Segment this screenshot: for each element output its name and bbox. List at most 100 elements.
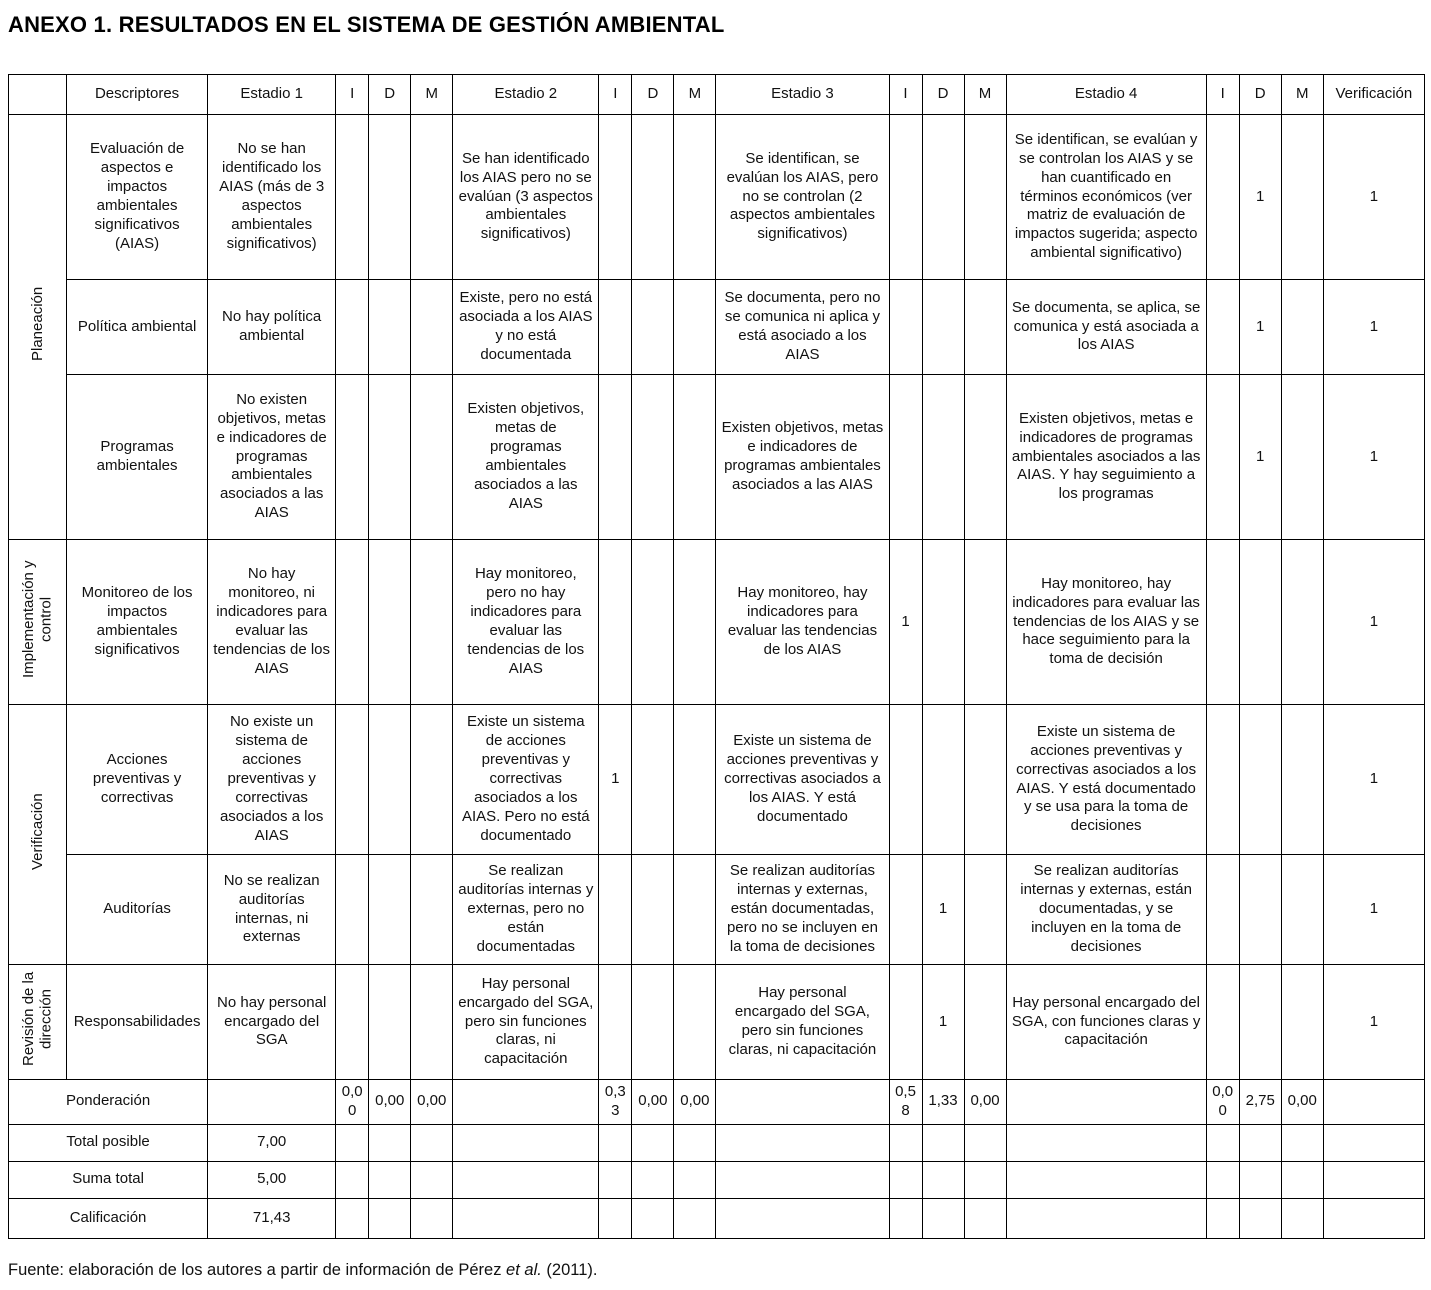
footer-label: Ponderación	[7, 1079, 209, 1125]
estadio4-cell: Existen objetivos, metas e indicadores d…	[1005, 374, 1207, 540]
ponderacion-value: 0,00	[673, 1079, 717, 1125]
score-cell-d	[631, 279, 675, 375]
verificacion-cell: 1	[1322, 279, 1426, 375]
score-cell-m	[410, 854, 454, 965]
score-cell-d	[631, 539, 675, 705]
footer-empty-cell	[888, 1123, 923, 1162]
header-estadio1: Estadio 1	[207, 74, 337, 115]
header-m2: M	[673, 74, 717, 115]
score-cell-m	[410, 374, 454, 540]
score-cell-d	[368, 964, 412, 1080]
ponderacion-value: 0,00	[631, 1079, 675, 1125]
score-cell-m	[1280, 114, 1324, 280]
ponderacion-row: Ponderación 0,00 0,00 0,00 0,33 0,00 0,0…	[7, 1079, 1426, 1125]
table-row: Auditorías No se realizan auditorías int…	[9, 854, 1426, 965]
source-note: Fuente: elaboración de los autores a par…	[8, 1261, 1424, 1280]
estadio4-cell: Hay monitoreo, hay indicadores para eval…	[1005, 539, 1207, 705]
estadio2-cell: Hay monitoreo, pero no hay indicadores p…	[452, 539, 600, 705]
table-row: Verificación Acciones preventivas y corr…	[7, 704, 1426, 965]
score-cell-m	[1280, 854, 1324, 965]
estadio1-cell: No hay política ambiental	[207, 279, 337, 375]
footer-empty-cell	[921, 1123, 965, 1162]
estadio3-cell: Hay monitoreo, hay indicadores para eval…	[715, 539, 890, 705]
score-cell-i	[888, 964, 923, 1080]
score-cell-m	[410, 964, 454, 1080]
ponderacion-value: 2,75	[1238, 1079, 1282, 1125]
estadio4-cell: Se realizan auditorías internas y extern…	[1005, 854, 1207, 965]
header-i3: I	[888, 74, 923, 115]
header-estadio4: Estadio 4	[1005, 74, 1207, 115]
estadio1-cell: No hay monitoreo, ni indicadores para ev…	[207, 539, 337, 705]
footer-empty-cell	[598, 1123, 633, 1162]
header-d2: D	[631, 74, 675, 115]
score-cell-m	[963, 114, 1007, 280]
footer-empty-cell	[888, 1160, 923, 1199]
score-cell-d	[631, 964, 675, 1080]
table-row: Planeación Evaluación de aspectos e impa…	[7, 114, 1426, 540]
score-cell-d	[631, 114, 675, 280]
score-cell-m	[1280, 374, 1324, 540]
score-cell-i	[598, 279, 633, 375]
score-cell-i	[598, 539, 633, 705]
header-d1: D	[368, 74, 412, 115]
table-row: Revisión de la dirección Responsabilidad…	[7, 964, 1426, 1080]
header-estadio3: Estadio 3	[715, 74, 890, 115]
footer-empty-cell	[1238, 1160, 1282, 1199]
score-cell-m	[673, 279, 717, 375]
ponderacion-value: 0,58	[888, 1079, 923, 1125]
ponderacion-value: 1,33	[921, 1079, 965, 1125]
estadio4-cell: Se documenta, se aplica, se comunica y e…	[1005, 279, 1207, 375]
estadio2-cell: Existen objetivos, metas de programas am…	[452, 374, 600, 540]
header-d4: D	[1238, 74, 1282, 115]
score-cell-d	[368, 279, 412, 375]
score-cell-d	[368, 854, 412, 965]
score-cell-i	[598, 964, 633, 1080]
descriptor-cell: Política ambiental	[66, 279, 209, 375]
score-cell-i: 1	[598, 704, 633, 855]
estadio1-cell: No se realizan auditorías internas, ni e…	[207, 854, 337, 965]
total-posible-value: 7,00	[207, 1123, 337, 1162]
estadio3-cell: Se realizan auditorías internas y extern…	[715, 854, 890, 965]
score-cell-m	[963, 279, 1007, 375]
footer-empty-cell	[452, 1079, 600, 1125]
footer-empty-cell	[335, 1197, 370, 1239]
suma-total-row: Suma total 5,00	[7, 1160, 1426, 1199]
score-cell-i	[1205, 114, 1240, 280]
score-cell-d	[368, 539, 412, 705]
footer-empty-cell	[207, 1079, 337, 1125]
score-cell-i	[1205, 854, 1240, 965]
score-cell-d	[921, 704, 965, 855]
score-cell-m	[1280, 279, 1324, 375]
header-estadio2: Estadio 2	[452, 74, 600, 115]
score-cell-m	[963, 964, 1007, 1080]
score-cell-i	[335, 854, 370, 965]
score-cell-i	[1205, 964, 1240, 1080]
score-cell-d: 1	[921, 854, 965, 965]
score-cell-i	[888, 279, 923, 375]
verificacion-cell: 1	[1322, 539, 1426, 705]
footer-empty-cell	[631, 1197, 675, 1239]
estadio3-cell: Hay personal encargado del SGA, pero sin…	[715, 964, 890, 1080]
estadio2-cell: Existe un sistema de acciones preventiva…	[452, 704, 600, 855]
estadio2-cell: Se realizan auditorías internas y extern…	[452, 854, 600, 965]
group-label: Planeación	[28, 286, 46, 362]
score-cell-d	[1238, 854, 1282, 965]
footer-empty-cell	[1238, 1123, 1282, 1162]
ponderacion-value: 0,00	[368, 1079, 412, 1125]
estadio1-cell: No existen objetivos, metas e indicadore…	[207, 374, 337, 540]
score-cell-i	[1205, 279, 1240, 375]
score-cell-d	[1238, 964, 1282, 1080]
ponderacion-value: 0,00	[1205, 1079, 1240, 1125]
header-descriptores: Descriptores	[66, 74, 209, 115]
footer-empty-cell	[921, 1160, 965, 1199]
footer-empty-cell	[1005, 1197, 1207, 1239]
footer-empty-cell	[1005, 1123, 1207, 1162]
total-posible-row: Total posible 7,00	[7, 1123, 1426, 1162]
score-cell-i	[335, 374, 370, 540]
score-cell-m	[963, 704, 1007, 855]
score-cell-d: 1	[1238, 374, 1282, 540]
ponderacion-value: 0,33	[598, 1079, 633, 1125]
descriptor-cell: Auditorías	[66, 854, 209, 965]
table-row: Programas ambientales No existen objetiv…	[9, 374, 1426, 540]
footer-empty-cell	[598, 1197, 633, 1239]
